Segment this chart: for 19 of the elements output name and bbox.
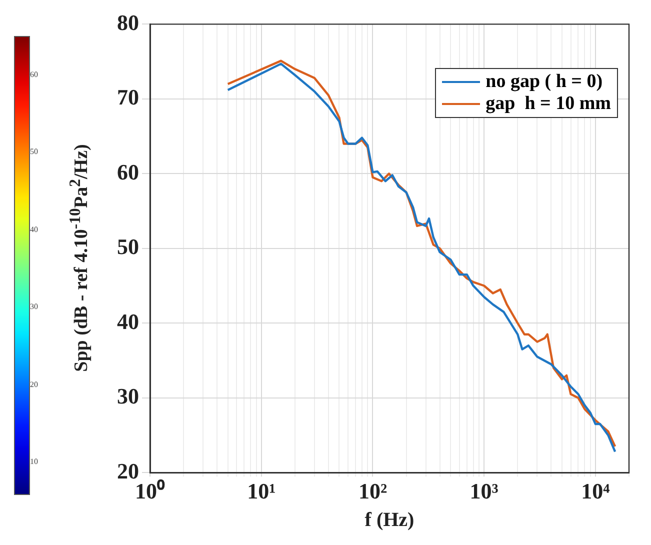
color-bar-label: 40 xyxy=(30,224,38,235)
legend-label: gap h = 10 mm xyxy=(486,93,611,115)
color-bar-label: 50 xyxy=(30,147,38,158)
color-bar-label: 30 xyxy=(30,302,38,312)
color-bar-label: 10 xyxy=(30,457,38,468)
y-tick-label: 70 xyxy=(117,84,139,110)
x-axis-title: f (Hz) xyxy=(364,509,414,532)
color-bar-label: 60 xyxy=(30,70,38,80)
x-tick-label: 10⁴ xyxy=(581,478,610,504)
legend-label: no gap ( h = 0) xyxy=(486,71,603,93)
x-tick-label: 10² xyxy=(358,478,388,504)
y-tick-label: 40 xyxy=(117,308,139,334)
color-bar-label: 20 xyxy=(30,380,38,390)
y-tick-label: 50 xyxy=(117,234,139,260)
y-tick-label: 30 xyxy=(117,384,139,409)
x-tick-label: 10¹ xyxy=(247,478,276,504)
y-tick-label: 60 xyxy=(117,159,139,184)
y-tick-label: 80 xyxy=(117,10,139,35)
x-tick-label: 10³ xyxy=(470,478,499,504)
